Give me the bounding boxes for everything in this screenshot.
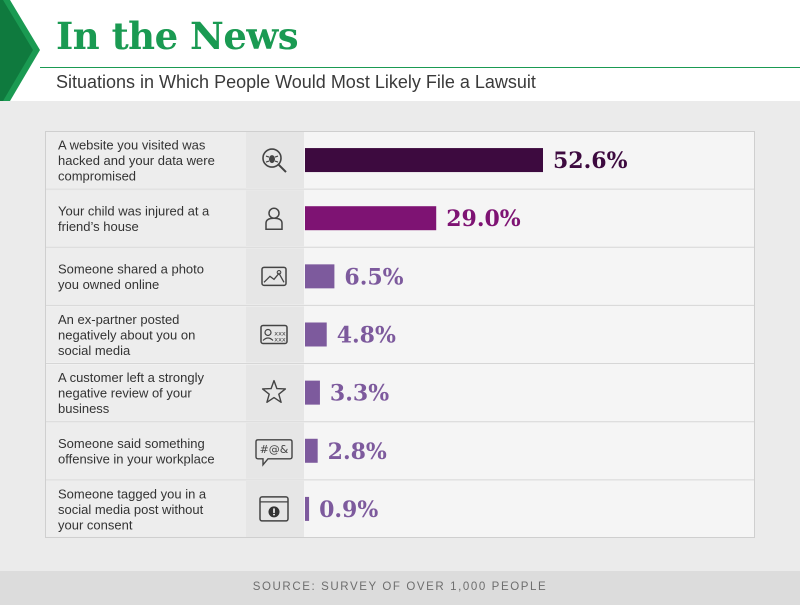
category-label: Someone said something	[58, 436, 205, 451]
category-label: friend’s house	[58, 219, 139, 234]
footer	[0, 571, 800, 605]
value-label: 2.8%	[328, 439, 387, 465]
category-label: your consent	[58, 517, 133, 532]
bar	[305, 438, 318, 463]
value-label: 52.6%	[553, 148, 628, 174]
star-icon	[261, 379, 287, 403]
bar	[305, 380, 320, 405]
category-label: A website you visited was	[58, 138, 206, 153]
bar	[305, 496, 310, 521]
label-cell-shade	[46, 190, 246, 247]
category-label: business	[58, 401, 110, 416]
value-label: 3.3%	[330, 381, 389, 407]
chevron-accent-icon	[0, 0, 40, 101]
category-label: Your child was injured at a	[58, 203, 210, 218]
category-label: you owned online	[58, 277, 159, 292]
bar	[305, 322, 327, 347]
category-label: offensive in your workplace	[58, 452, 215, 467]
label-cell-shade	[46, 480, 246, 537]
bug-search-icon	[262, 148, 287, 173]
value-label: 0.9%	[319, 497, 378, 523]
value-label: 6.5%	[344, 264, 403, 290]
label-cell-shade	[46, 248, 246, 305]
value-label: 4.8%	[337, 322, 396, 348]
category-label: social media	[58, 343, 131, 358]
chart-subtitle: Situations in Which People Would Most Li…	[56, 72, 536, 92]
category-label: A customer left a strongly	[58, 370, 204, 385]
icon-text: #@&	[260, 443, 289, 456]
category-label: An ex-partner posted	[58, 312, 179, 327]
bar	[305, 206, 437, 231]
label-cell-shade	[46, 306, 246, 363]
alert-window-icon	[259, 496, 289, 522]
category-label: hacked and your data were	[58, 153, 215, 168]
speech-bubble-icon: #@&	[255, 439, 293, 467]
source-note: SOURCE: SURVEY OF OVER 1,000 PEOPLE	[252, 581, 548, 593]
header: In the News Situations in Which People W…	[0, 0, 800, 101]
category-label: Someone tagged you in a	[58, 486, 207, 501]
value-label: 29.0%	[446, 206, 521, 232]
title-divider	[40, 67, 800, 68]
label-cell-shade	[46, 422, 246, 479]
category-label: social media post without	[58, 502, 204, 517]
photo-icon	[261, 266, 287, 287]
category-label: negative review of your	[58, 386, 192, 401]
bar	[305, 264, 335, 289]
label-cell-shade	[46, 132, 246, 189]
bar	[305, 148, 543, 173]
icon-text: xxx	[274, 329, 286, 337]
category-label: Someone shared a photo	[58, 262, 204, 277]
page-title: In the News	[56, 14, 299, 58]
person-icon	[265, 207, 283, 230]
icon-text: xxx	[274, 335, 286, 343]
label-cell-shade	[46, 364, 246, 421]
category-label: compromised	[58, 169, 136, 184]
category-label: negatively about you on	[58, 327, 195, 342]
